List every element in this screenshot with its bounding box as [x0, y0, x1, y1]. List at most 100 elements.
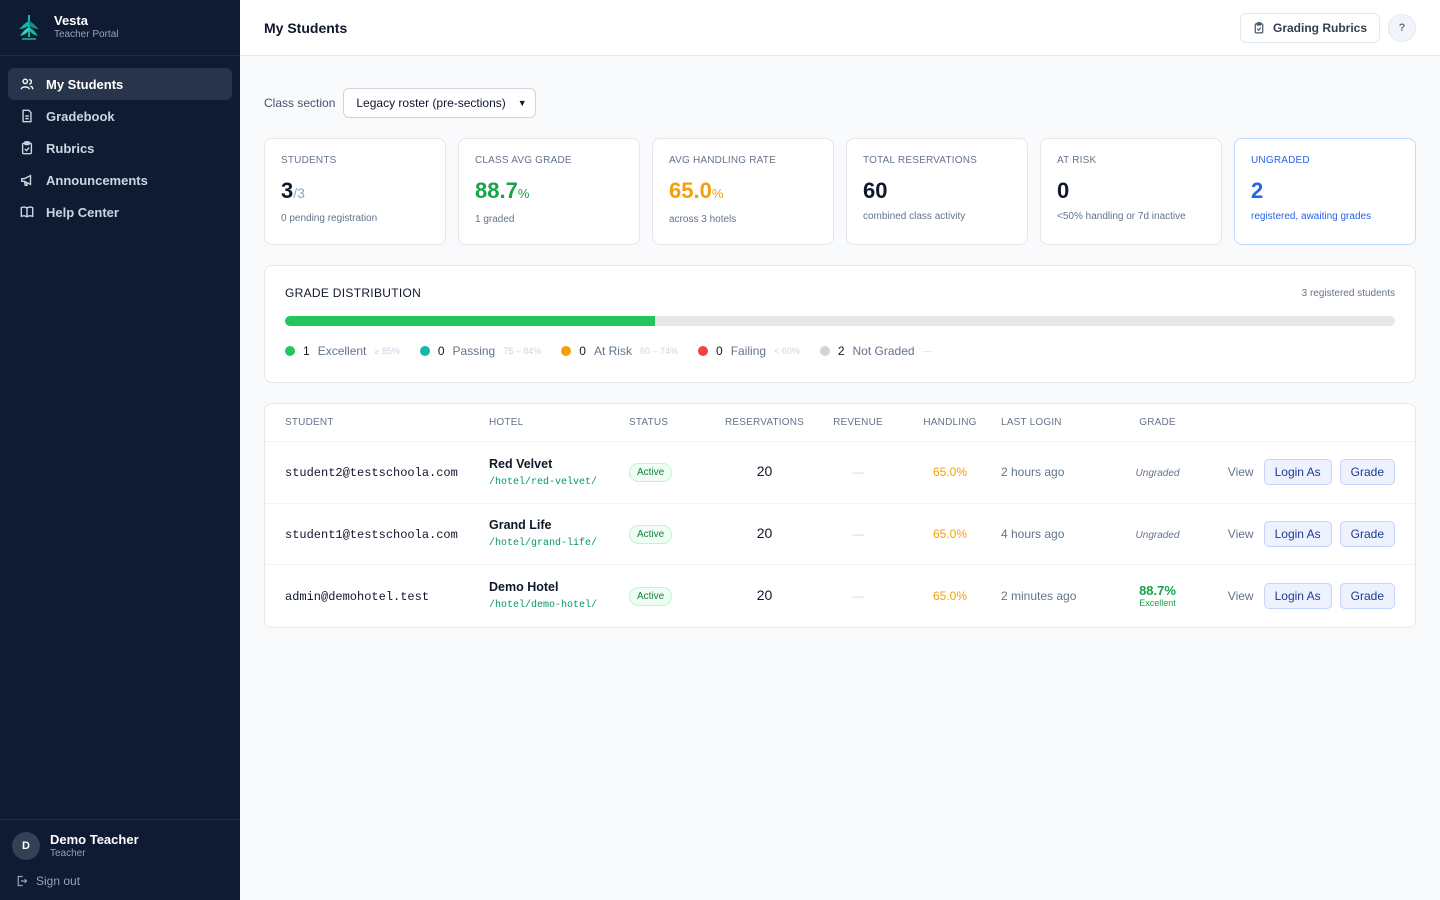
- class-section-value: Legacy roster (pre-sections): [356, 96, 506, 110]
- document-icon: [22, 109, 32, 123]
- legend-item-not-graded: 2 Not Graded —: [819, 344, 932, 358]
- reservations-value: 20: [756, 524, 773, 541]
- class-section-label: Class section: [264, 96, 336, 110]
- hotel-path: /hotel/grand-life/: [489, 538, 598, 550]
- stat-suffix: %: [711, 186, 724, 201]
- grade-button[interactable]: Grade: [1339, 520, 1395, 547]
- legend-item-excellent: 1 Excellent ≥ 85%: [285, 344, 400, 358]
- legend-label: Passing: [452, 344, 496, 358]
- stat-label: AVG HANDLING RATE: [669, 155, 776, 166]
- clipboard-icon: [21, 141, 33, 155]
- stat-value: 2: [1251, 178, 1264, 203]
- main: My Students Grading Rubrics ? Class sect…: [240, 0, 1440, 900]
- stat-value: 0: [1057, 178, 1070, 203]
- topbar: My Students Grading Rubrics ?: [240, 0, 1440, 56]
- brand: Vesta Teacher Portal: [0, 0, 240, 56]
- grade-button[interactable]: Grade: [1339, 459, 1395, 486]
- revenue-value: —: [852, 588, 864, 603]
- legend-range: —: [922, 346, 932, 356]
- stat-sub: 1 graded: [475, 214, 515, 225]
- users-icon: [20, 78, 34, 90]
- stat-label: CLASS AVG GRADE: [475, 155, 572, 166]
- sidebar-footer: D Demo Teacher Teacher Sign out: [0, 819, 240, 900]
- legend-dot: [561, 346, 572, 356]
- legend-label: Failing: [730, 344, 767, 358]
- login-as-button[interactable]: Login As: [1263, 520, 1332, 547]
- sidebar-item-announcements[interactable]: Announcements: [8, 164, 232, 196]
- grade-distribution-legend: 1 Excellent ≥ 85% 0 Passing 75 – 84% 0 At Risk 6…: [285, 344, 1395, 358]
- legend-range: ≥ 85%: [374, 346, 400, 356]
- sidebar-item-label: Help Center: [46, 204, 119, 220]
- registered-count: 3 registered students: [1301, 287, 1395, 299]
- sidebar-item-help-center[interactable]: Help Center: [8, 196, 232, 228]
- stat-card-ungraded[interactable]: UNGRADED 2 registered, awaiting grades: [1234, 138, 1416, 245]
- login-as-button[interactable]: Login As: [1263, 582, 1332, 609]
- legend-count: 0: [437, 344, 445, 358]
- legend-count: 0: [579, 344, 586, 358]
- reservations-value: 20: [756, 463, 773, 480]
- legend-count: 0: [716, 344, 723, 358]
- vesta-logo-icon: [19, 14, 39, 40]
- view-link[interactable]: View: [1227, 526, 1254, 541]
- sign-out-icon: [17, 875, 28, 887]
- content: Class section Legacy roster (pre-section…: [240, 56, 1440, 660]
- status-badge: Active: [629, 586, 673, 606]
- sign-out-label: Sign out: [36, 874, 81, 888]
- sidebar-item-label: Rubrics: [46, 140, 95, 156]
- grade-value: Ungraded: [1135, 529, 1180, 541]
- legend-count: 2: [837, 344, 845, 358]
- table-row: student1@testschoola.com Grand Life /hot…: [265, 504, 1415, 565]
- stat-suffix: %: [517, 186, 530, 201]
- brand-subtitle: Teacher Portal: [54, 29, 119, 40]
- column-header-handling: HANDLING: [923, 417, 977, 428]
- user-profile: D Demo Teacher Teacher: [12, 832, 228, 860]
- stat-label: STUDENTS: [281, 155, 337, 166]
- class-section-select[interactable]: Legacy roster (pre-sections) ▼: [343, 88, 536, 118]
- stat-sub: registered, awaiting grades: [1251, 211, 1372, 222]
- grading-rubrics-button[interactable]: Grading Rubrics: [1239, 12, 1380, 43]
- sidebar-item-my-students[interactable]: My Students: [8, 68, 232, 100]
- sidebar: Vesta Teacher Portal My Students Gradebo…: [0, 0, 240, 900]
- table-row: student2@testschoola.com Red Velvet /hot…: [265, 442, 1415, 504]
- stat-suffix: /3: [293, 185, 305, 201]
- hotel-path: /hotel/red-velvet/: [489, 476, 598, 488]
- help-button[interactable]: ?: [1388, 13, 1416, 42]
- last-login-value: 2 minutes ago: [1001, 588, 1077, 603]
- sidebar-item-rubrics[interactable]: Rubrics: [8, 132, 232, 164]
- stat-sub: <50% handling or 7d inactive: [1057, 211, 1186, 222]
- grade-distribution-title: GRADE DISTRIBUTION: [285, 286, 422, 300]
- grade-button[interactable]: Grade: [1339, 582, 1395, 609]
- stat-card-students: STUDENTS 3/3 0 pending registration: [264, 138, 446, 245]
- grade-label: Excellent: [1139, 598, 1176, 609]
- stat-sub: combined class activity: [863, 211, 966, 222]
- column-header-last-login: LAST LOGIN: [1001, 417, 1062, 428]
- students-table: STUDENT HOTEL STATUS RESERVATIONS REVENU…: [264, 403, 1416, 628]
- reservations-value: 20: [756, 586, 773, 603]
- column-header-revenue: REVENUE: [833, 417, 883, 428]
- legend-dot: [819, 346, 830, 356]
- user-name: Demo Teacher: [50, 831, 139, 847]
- stat-value: 3/3: [281, 178, 305, 203]
- revenue-value: —: [852, 526, 864, 541]
- view-link[interactable]: View: [1227, 588, 1254, 603]
- stat-card-class-avg-grade: CLASS AVG GRADE 88.7% 1 graded: [458, 138, 640, 245]
- sidebar-item-label: My Students: [46, 76, 124, 92]
- stat-value: 65.0%: [669, 178, 724, 203]
- student-email: student1@testschoola.com: [285, 527, 458, 542]
- book-icon: [20, 206, 34, 218]
- brand-name: Vesta: [54, 13, 88, 28]
- hotel-path: /hotel/demo-hotel/: [489, 600, 598, 612]
- view-link[interactable]: View: [1227, 465, 1254, 480]
- page-title: My Students: [264, 19, 348, 36]
- grading-rubrics-label: Grading Rubrics: [1272, 20, 1367, 35]
- grade-distribution-bar: [285, 316, 1395, 326]
- stat-sub: 0 pending registration: [281, 213, 378, 224]
- sign-out-link[interactable]: Sign out: [16, 874, 228, 888]
- login-as-button[interactable]: Login As: [1263, 459, 1332, 486]
- revenue-value: —: [852, 465, 864, 480]
- sidebar-item-label: Announcements: [46, 172, 148, 188]
- student-email: student2@testschoola.com: [285, 466, 458, 481]
- sidebar-item-gradebook[interactable]: Gradebook: [8, 100, 232, 132]
- stat-value: 60: [863, 178, 888, 203]
- legend-label: At Risk: [593, 344, 632, 358]
